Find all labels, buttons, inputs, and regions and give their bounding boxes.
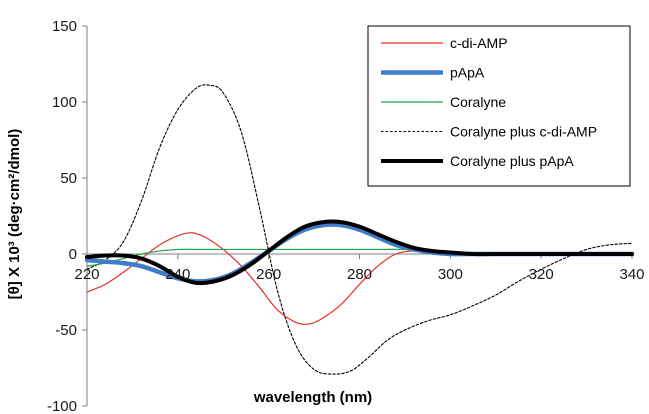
series-line-coralyne-plus-c-di-amp (86, 84, 633, 375)
x-axis-label: wavelength (nm) (253, 389, 372, 406)
legend: c-di-AMP pApA Coralyne Coralyne plus c-di-A… (367, 25, 631, 187)
x-tick-label: 260 (256, 266, 281, 283)
series-line-coralyne-plus-papa (85, 219, 634, 286)
legend-label-coralyne-plus-c-di-amp: Coralyne plus c-di-AMP (450, 124, 597, 140)
y-tick-label: 50 (60, 170, 77, 187)
tick-labels: -100 -50 0 50 100 150 220 240 260 280 300 320 340 (47, 18, 645, 414)
series-lines (84, 84, 635, 375)
y-tick-label: -100 (47, 398, 77, 414)
legend-label-papa: pApA (450, 65, 485, 81)
legend-label-coralyne-plus-papa: Coralyne plus pApA (450, 153, 574, 169)
x-tick-label: 240 (165, 266, 190, 283)
legend-label-coralyne: Coralyne (450, 94, 506, 110)
y-tick-label: 0 (69, 246, 77, 263)
y-tick-label: 150 (52, 18, 77, 35)
y-tick-label: 100 (52, 94, 77, 111)
x-tick-label: 280 (347, 266, 372, 283)
x-tick-label: 220 (74, 266, 99, 283)
x-tick-label: 300 (438, 266, 463, 283)
legend-label-c-di-amp: c-di-AMP (450, 35, 508, 51)
y-axis-label: [θ] X 10³ (deg·cm²/dmol) (6, 129, 23, 300)
y-tick-label: -50 (55, 322, 77, 339)
x-tick-label: 320 (529, 266, 554, 283)
x-tick-label: 340 (619, 266, 644, 283)
